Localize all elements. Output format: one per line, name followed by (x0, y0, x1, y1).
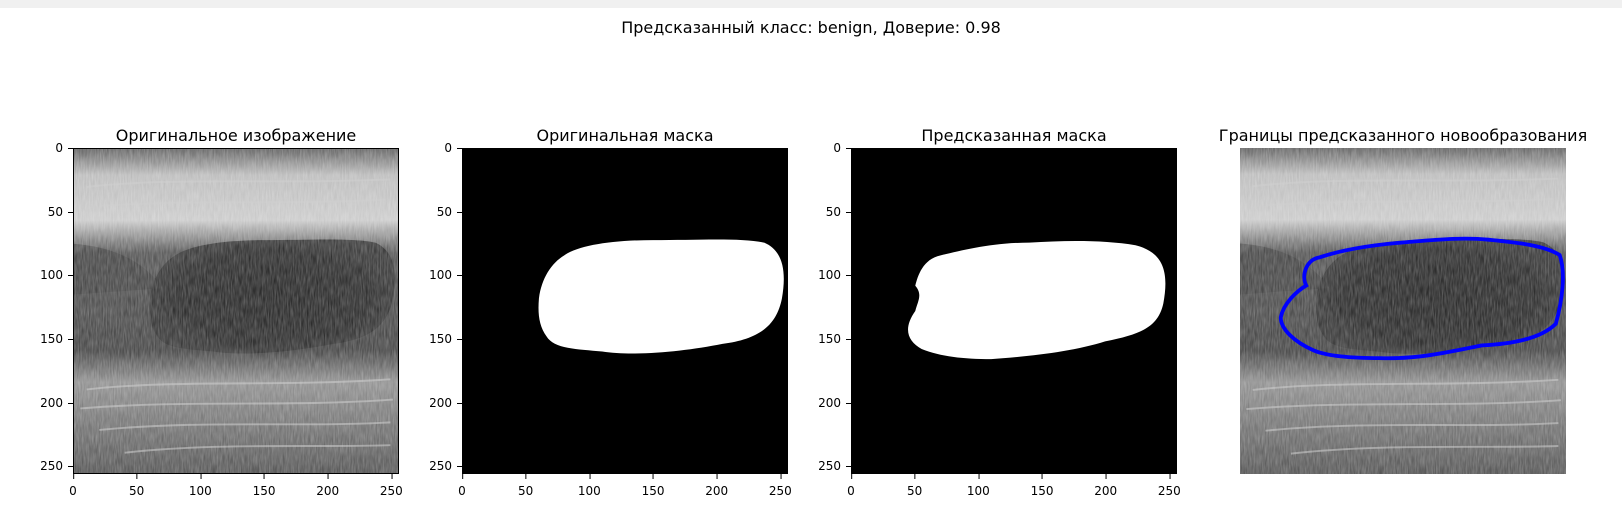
x-tick-label: 200 (1094, 474, 1118, 498)
overlay-panel (1240, 148, 1566, 474)
panel-title: Оригинальная маска (536, 126, 714, 145)
x-tick-label: 150 (641, 474, 665, 498)
y-tick-label: 50 (801, 205, 851, 219)
panel-image (74, 149, 398, 473)
y-tick-label: 150 (412, 332, 462, 346)
x-tick-label: 200 (316, 474, 340, 498)
lesion-contour (1278, 236, 1565, 361)
x-tick-label: 150 (1030, 474, 1054, 498)
x-tick-label: 50 (129, 474, 145, 498)
y-tick-label: 0 (801, 141, 851, 155)
panel-title: Оригинальное изображение (115, 126, 357, 145)
y-tick-label: 150 (23, 332, 73, 346)
figure-suptitle: Предсказанный класс: benign, Доверие: 0.… (621, 18, 1001, 37)
x-tick-label: 250 (1157, 474, 1181, 498)
ultrasound-panel (73, 148, 399, 474)
y-tick-label: 100 (801, 268, 851, 282)
y-tick-label: 200 (412, 396, 462, 410)
x-tick-label: 0 (458, 474, 466, 498)
y-tick-label: 200 (23, 396, 73, 410)
panel-title: Предсказанная маска (921, 126, 1107, 145)
x-tick-label: 0 (847, 474, 855, 498)
y-tick-label: 0 (412, 141, 462, 155)
y-tick-label: 50 (23, 205, 73, 219)
y-tick-label: 100 (23, 268, 73, 282)
mask-panel (462, 148, 788, 474)
predmask-panel (851, 148, 1177, 474)
x-tick-label: 200 (705, 474, 729, 498)
panel-title: Границы предсказанного новообразования (1218, 126, 1588, 145)
y-tick-label: 100 (412, 268, 462, 282)
y-tick-label: 0 (23, 141, 73, 155)
x-tick-label: 50 (518, 474, 534, 498)
window-top-strip (0, 0, 1622, 8)
x-tick-label: 100 (188, 474, 212, 498)
y-tick-label: 50 (412, 205, 462, 219)
y-tick-label: 200 (801, 396, 851, 410)
x-tick-label: 0 (69, 474, 77, 498)
x-tick-label: 250 (379, 474, 403, 498)
y-tick-label: 250 (23, 459, 73, 473)
panel-image (1240, 148, 1566, 474)
x-tick-label: 150 (252, 474, 276, 498)
y-tick-label: 250 (801, 459, 851, 473)
x-tick-label: 100 (577, 474, 601, 498)
x-tick-label: 250 (768, 474, 792, 498)
x-tick-label: 100 (966, 474, 990, 498)
x-tick-label: 50 (907, 474, 923, 498)
panel-image (463, 149, 787, 473)
panel-image (852, 149, 1176, 473)
y-tick-label: 250 (412, 459, 462, 473)
y-tick-label: 150 (801, 332, 851, 346)
